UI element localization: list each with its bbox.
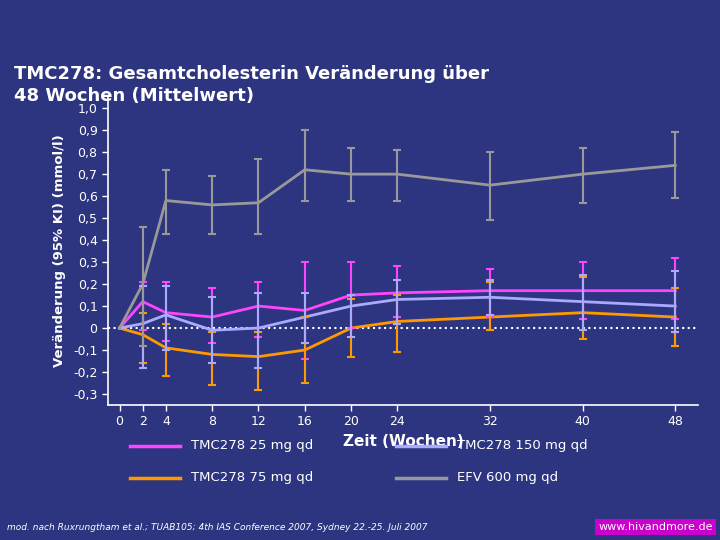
Text: TMC278 75 mg qd: TMC278 75 mg qd: [191, 471, 313, 484]
Text: www.hivandmore.de: www.hivandmore.de: [598, 522, 713, 532]
Text: TMC278 25 mg qd: TMC278 25 mg qd: [191, 439, 313, 452]
Text: TMC278: Gesamtcholesterin Veränderung über
48 Wochen (Mittelwert): TMC278: Gesamtcholesterin Veränderung üb…: [14, 65, 490, 105]
Y-axis label: Veränderung (95% KI) (mmol/l): Veränderung (95% KI) (mmol/l): [53, 134, 66, 368]
Text: EFV 600 mg qd: EFV 600 mg qd: [457, 471, 558, 484]
X-axis label: Zeit (Wochen): Zeit (Wochen): [343, 434, 464, 449]
Text: mod. nach Ruxrungtham et al.; TUAB105; 4th IAS Conference 2007, Sydney 22.-25. J: mod. nach Ruxrungtham et al.; TUAB105; 4…: [7, 523, 428, 532]
Text: TMC278 150 mg qd: TMC278 150 mg qd: [457, 439, 588, 452]
